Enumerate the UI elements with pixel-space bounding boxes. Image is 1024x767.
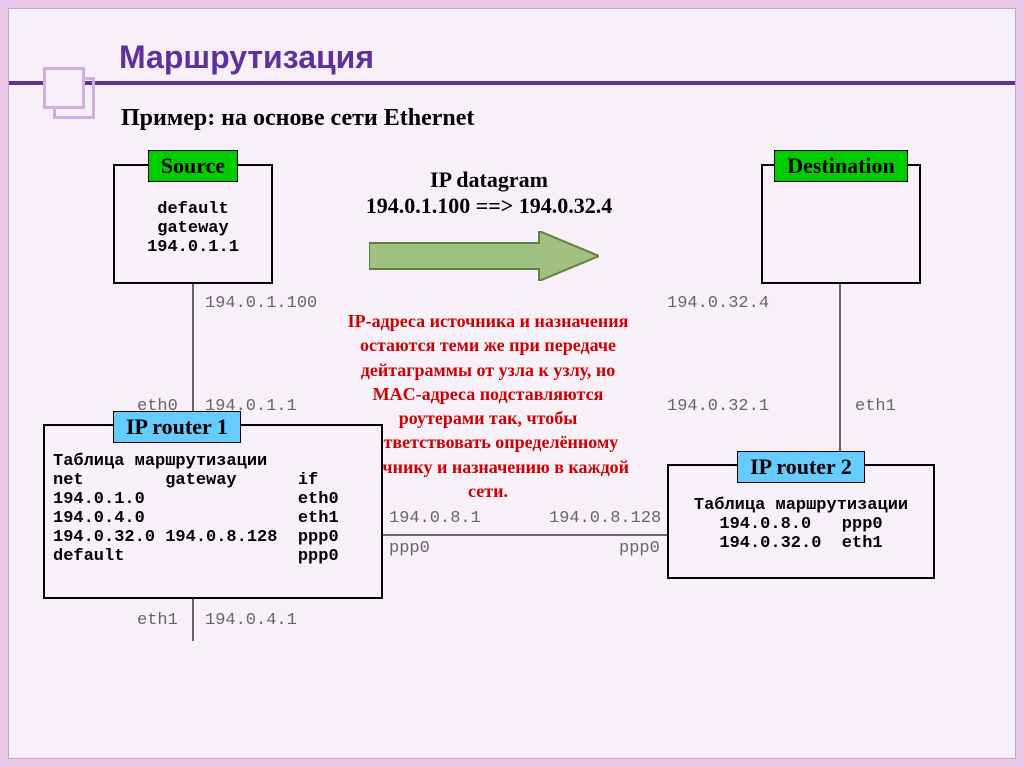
dest-iface: eth1 (855, 397, 896, 416)
router1-bottom-ip: 194.0.4.1 (205, 611, 297, 630)
router2-label: IP router 2 (737, 451, 865, 483)
datagram-line1: IP datagram (319, 167, 659, 193)
router1-label: IP router 1 (113, 411, 241, 443)
router1-bottom-iface: eth1 (137, 611, 178, 630)
source-ip: 194.0.1.100 (205, 294, 317, 313)
router2-left-ip: 194.0.8.128 (549, 509, 661, 528)
diagram-canvas: Source default gateway 194.0.1.1 Destina… (9, 9, 1015, 758)
router2-left-iface: ppp0 (619, 539, 660, 558)
source-gateway-text: default gateway 194.0.1.1 (115, 200, 271, 257)
dest-ip: 194.0.32.4 (667, 294, 769, 313)
destination-node: Destination (761, 164, 921, 284)
arrow-icon (369, 231, 599, 281)
source-label: Source (148, 150, 238, 182)
router1-table-title: Таблица маршрутизации (45, 452, 381, 471)
source-node: Source default gateway 194.0.1.1 (113, 164, 273, 284)
router1-right-ip: 194.0.8.1 (389, 509, 481, 528)
datagram-title: IP datagram 194.0.1.100 ==> 194.0.32.4 (319, 167, 659, 219)
destination-label: Destination (774, 150, 908, 182)
line-router1-bottom (192, 599, 194, 641)
datagram-line2: 194.0.1.100 ==> 194.0.32.4 (319, 193, 659, 219)
router2-table: 194.0.8.0 ppp0 194.0.32.0 eth1 (669, 515, 933, 553)
router1-node: IP router 1 Таблица маршрутизации net ga… (43, 424, 383, 599)
line-router1-router2 (383, 534, 667, 536)
router2-table-title: Таблица маршрутизации (669, 496, 933, 515)
router2-node: IP router 2 Таблица маршрутизации 194.0.… (667, 464, 935, 579)
line-source-router1 (192, 284, 194, 424)
router1-right-iface: ppp0 (389, 539, 430, 558)
note-text: IP-адреса источника и назначения остаютс… (343, 309, 633, 503)
router1-table: net gateway if 194.0.1.0 eth0 194.0.4.0 … (45, 471, 381, 566)
line-dest-router2 (839, 284, 841, 466)
dest-iface-ip: 194.0.32.1 (667, 397, 769, 416)
